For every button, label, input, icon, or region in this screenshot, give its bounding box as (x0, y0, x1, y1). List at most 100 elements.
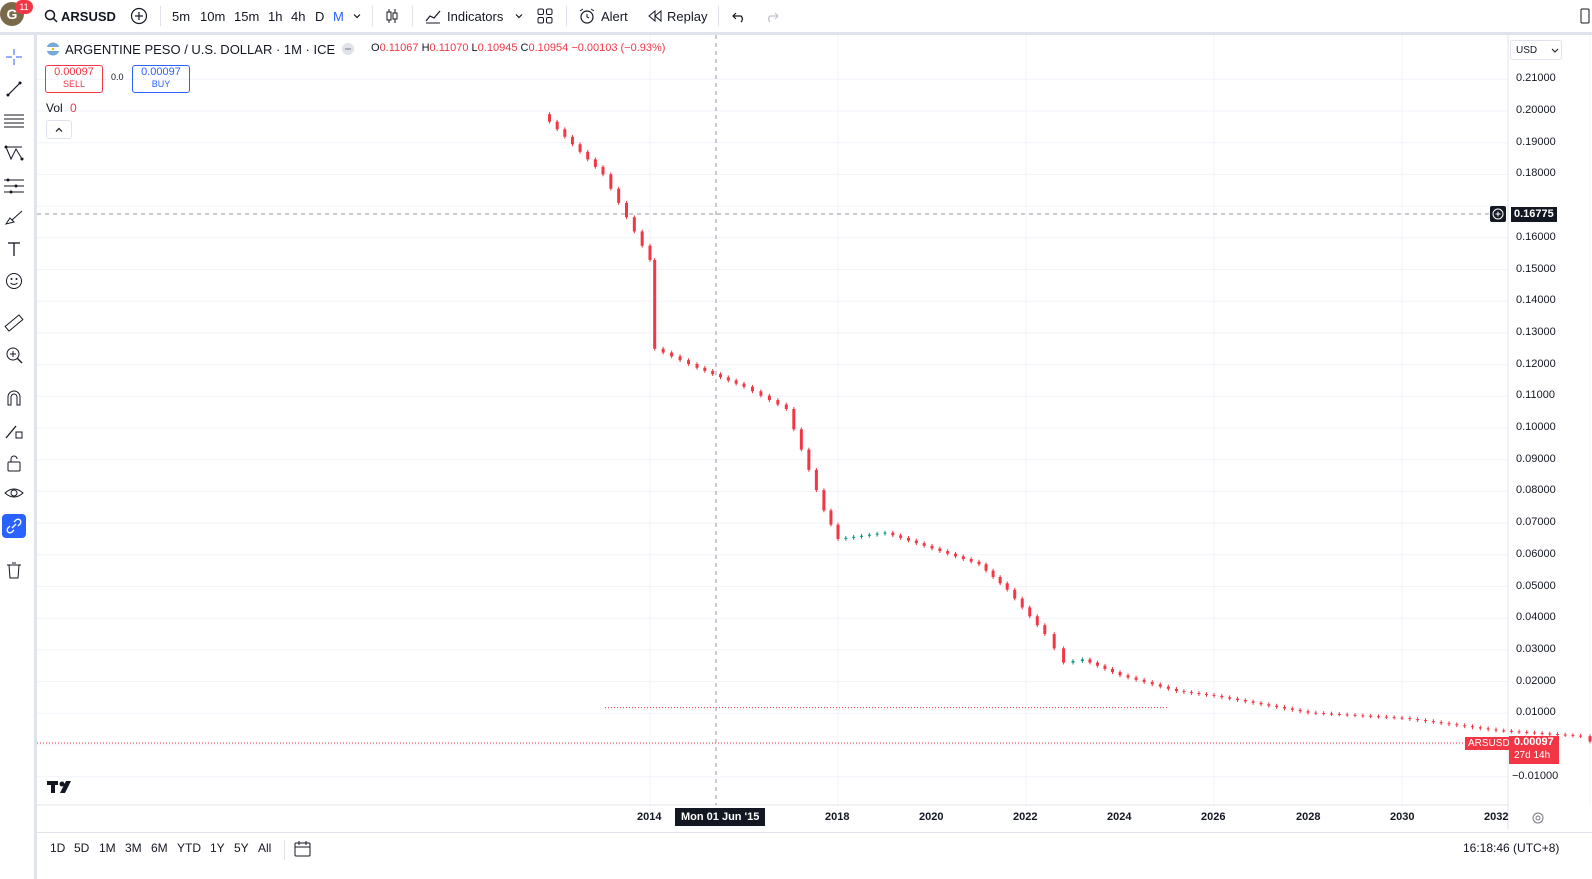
crosshair-tool[interactable] (2, 45, 26, 69)
interval-label: 4h (291, 8, 306, 24)
replay-label: Replay (667, 8, 708, 24)
candle-body (1532, 732, 1536, 734)
candle-body (1548, 733, 1552, 735)
compare-symbol-button[interactable] (130, 0, 148, 32)
candle-body (1275, 705, 1279, 708)
buy-button[interactable]: 0.00097 BUY (132, 65, 190, 93)
candle-body (563, 129, 567, 137)
interval-15m[interactable]: 15m (234, 0, 259, 32)
spread-value: 0.0 (111, 72, 124, 82)
symbol-title[interactable]: ARGENTINE PESO / U.S. DOLLAR · 1M · ICE (65, 42, 336, 57)
range-5y[interactable]: 5Y (234, 841, 249, 855)
sync-drawings-tool[interactable] (2, 514, 26, 538)
avatar-initial: G (6, 6, 18, 22)
interval-4h[interactable]: 4h (291, 0, 305, 32)
range-ytd[interactable]: YTD (177, 841, 201, 855)
interval-5m[interactable]: 5m (172, 0, 190, 32)
range-all[interactable]: All (258, 841, 272, 855)
currency-select[interactable]: USD (1510, 40, 1562, 60)
magnet-tool[interactable] (2, 386, 26, 410)
rewind-icon (648, 9, 662, 23)
candle-body (1182, 691, 1186, 693)
hide-drawings-tool[interactable] (2, 481, 26, 505)
link-icon (6, 518, 22, 534)
grid-icon (537, 8, 553, 24)
forecasting-tool[interactable] (2, 173, 26, 197)
trend-line-tool[interactable] (2, 77, 26, 101)
remove-drawings-tool[interactable] (2, 558, 26, 582)
bottom-toolbar: 1D 5D 1M 3M 6M YTD 1Y 5Y All 16:18:46 (U… (37, 832, 1592, 867)
candle-body (601, 166, 605, 175)
settings-icon[interactable] (1530, 810, 1546, 826)
candle-body (1189, 692, 1193, 694)
candle-body (961, 556, 965, 560)
low-value: 0.10945 (477, 42, 518, 54)
interval-d[interactable]: D (315, 0, 324, 32)
candle-body (1142, 679, 1146, 683)
range-3m[interactable]: 3M (125, 841, 142, 855)
clock[interactable]: 16:18:46 (UTC+8) (1463, 841, 1560, 855)
collapse-legend-button[interactable] (46, 120, 72, 139)
candle-body (578, 144, 582, 152)
goto-date-icon[interactable] (293, 840, 313, 858)
measure-tool[interactable] (2, 311, 26, 335)
indicators-dropdown[interactable] (514, 0, 524, 32)
candle-body (984, 564, 988, 571)
interval-1h[interactable]: 1h (268, 0, 282, 32)
symbol-search[interactable]: ARSUSD (44, 0, 116, 32)
layout-button[interactable] (1580, 0, 1590, 32)
interval-m[interactable]: M (333, 0, 344, 32)
templates-button[interactable] (536, 0, 554, 32)
indicators-button[interactable]: Indicators (424, 0, 503, 32)
candle-body (617, 188, 621, 203)
trend-line-icon (6, 81, 22, 97)
candle-body (759, 391, 763, 396)
sell-button[interactable]: 0.00097 SELL (45, 65, 103, 93)
price-tick-label: 0.02000 (1516, 674, 1556, 687)
fib-tool[interactable] (2, 109, 26, 133)
candle-body (784, 404, 788, 409)
replay-button[interactable]: Replay (647, 0, 707, 32)
candle-body (899, 535, 903, 538)
search-icon (44, 9, 58, 23)
range-1y[interactable]: 1Y (210, 841, 225, 855)
candle-body (1251, 701, 1255, 703)
high-label: H (421, 42, 430, 54)
candle-body (1212, 694, 1216, 696)
candle-body (1447, 723, 1451, 725)
stay-in-drawing-mode-tool[interactable] (2, 419, 26, 443)
text-tool[interactable] (2, 237, 26, 261)
price-tick-label: 0.03000 (1516, 642, 1556, 655)
range-6m[interactable]: 6M (151, 841, 168, 855)
tradingview-logo-icon[interactable] (47, 779, 77, 795)
candle-body (1471, 726, 1474, 728)
candle-body (1228, 697, 1232, 699)
chart-type-button[interactable] (383, 0, 401, 32)
range-1d[interactable]: 1D (50, 841, 66, 855)
range-5d[interactable]: 5D (74, 841, 90, 855)
price-tick-label: 0.13000 (1516, 325, 1556, 338)
range-1m[interactable]: 1M (99, 841, 116, 855)
settings-dot-icon[interactable] (341, 42, 355, 56)
candle-body (1283, 707, 1286, 709)
candle-body (670, 352, 674, 357)
zoom-tool[interactable] (2, 343, 26, 367)
interval-10m[interactable]: 10m (200, 0, 225, 32)
candle-body (1345, 714, 1349, 716)
interval-dropdown[interactable] (352, 0, 362, 32)
undo-button[interactable] (731, 0, 747, 32)
redo-button[interactable] (764, 0, 780, 32)
volume-legend: Vol 0 (46, 101, 77, 115)
pattern-tool[interactable] (2, 141, 26, 165)
alert-button[interactable]: Alert (578, 0, 628, 32)
add-alert-icon[interactable] (1490, 206, 1506, 222)
brush-tool[interactable] (2, 205, 26, 229)
candle-body (1455, 724, 1459, 726)
lock-drawings-tool[interactable] (2, 451, 26, 475)
candle-body (1158, 684, 1162, 687)
emoji-tool[interactable] (2, 269, 26, 293)
candle-body (1220, 695, 1224, 698)
time-label: 2032 (1484, 811, 1509, 823)
price-tick-label: 0.20000 (1516, 104, 1556, 116)
